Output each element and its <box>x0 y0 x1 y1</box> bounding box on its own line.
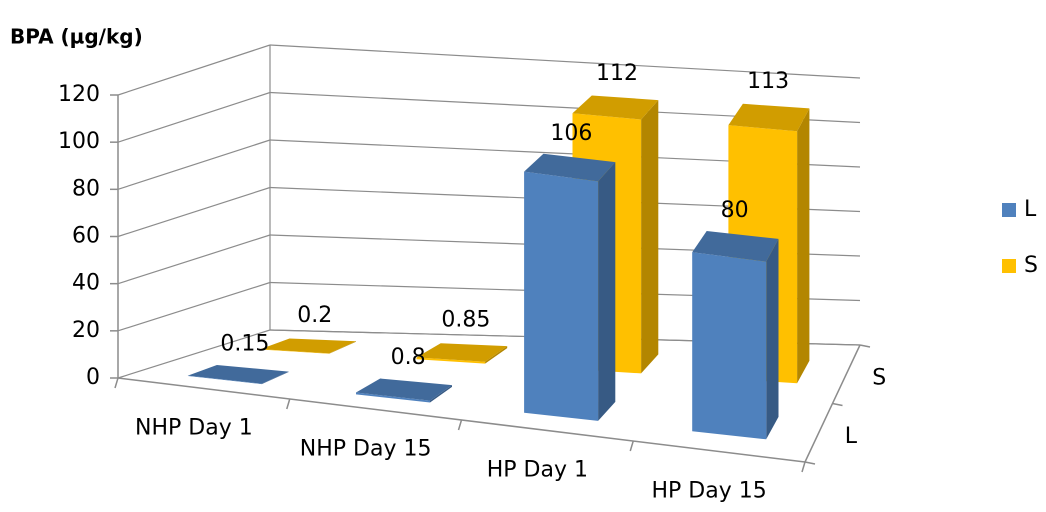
data-label: 113 <box>747 69 789 94</box>
grid-line <box>117 91 271 143</box>
depth-tick <box>859 344 871 348</box>
bar-front <box>524 171 599 421</box>
x-tick <box>629 440 634 452</box>
bar-side <box>797 108 810 384</box>
bar <box>260 338 356 354</box>
data-label: 0.15 <box>220 331 269 356</box>
grid-line <box>117 234 271 285</box>
bar-side <box>329 341 356 354</box>
bar-top <box>728 103 810 132</box>
legend-label: L <box>1024 197 1037 222</box>
x-tick <box>801 461 806 473</box>
bar-top <box>572 95 659 120</box>
bar <box>356 378 452 403</box>
legend-swatch <box>1002 203 1016 217</box>
bar-top <box>692 231 779 262</box>
bar-front <box>416 357 486 364</box>
bar-top <box>187 365 289 384</box>
data-label: 0.8 <box>391 345 426 370</box>
bar-top <box>260 338 356 354</box>
bar-side <box>766 238 779 440</box>
grid-line <box>117 139 271 190</box>
bar <box>416 343 508 364</box>
grid-line <box>117 186 271 238</box>
bar-side <box>641 100 659 374</box>
data-label: 106 <box>550 121 592 146</box>
bar-front <box>260 349 330 354</box>
x-tick <box>286 398 291 410</box>
bar <box>187 365 289 385</box>
x-tick-label: NHP Day 1 <box>135 416 253 441</box>
depth-label: S <box>872 365 886 390</box>
data-label: 112 <box>596 61 638 86</box>
data-label: 0.2 <box>297 303 332 328</box>
y-tick-label: 120 <box>58 82 100 107</box>
x-tick-label: HP Day 15 <box>652 479 767 504</box>
bar <box>524 153 616 421</box>
bar-top <box>356 378 452 401</box>
legend-label: S <box>1024 253 1038 278</box>
y-tick-label: 0 <box>86 365 100 390</box>
x-tick <box>457 419 463 431</box>
grid-line <box>117 281 271 332</box>
bar-front <box>187 375 262 385</box>
bar-side <box>485 346 508 364</box>
y-tick-label: 100 <box>58 129 100 154</box>
bar-side <box>430 385 452 403</box>
depth-label: L <box>845 424 858 449</box>
x-tick <box>114 377 119 389</box>
bar <box>692 231 779 440</box>
bar-side <box>598 162 616 421</box>
grid-line <box>117 329 271 379</box>
y-tick-label: 40 <box>72 271 100 296</box>
y-tick-label: 20 <box>72 318 100 343</box>
bar-top <box>416 343 508 362</box>
grid-line <box>269 44 861 79</box>
bar-side <box>261 371 289 385</box>
data-label: 80 <box>721 198 749 223</box>
bar-front <box>692 252 767 440</box>
y-tick-label: 80 <box>72 176 100 201</box>
bar-top <box>524 153 616 182</box>
chart-title: BPA (µg/kg) <box>10 25 143 49</box>
x-tick-label: HP Day 1 <box>487 458 588 483</box>
grid-line <box>117 44 271 96</box>
depth-tick <box>804 461 816 465</box>
bar-front <box>356 392 430 403</box>
legend-swatch <box>1002 259 1016 273</box>
depth-tick <box>832 402 843 407</box>
y-tick-label: 60 <box>72 224 100 249</box>
data-label: 0.85 <box>441 308 490 333</box>
x-tick-label: NHP Day 15 <box>300 437 432 462</box>
